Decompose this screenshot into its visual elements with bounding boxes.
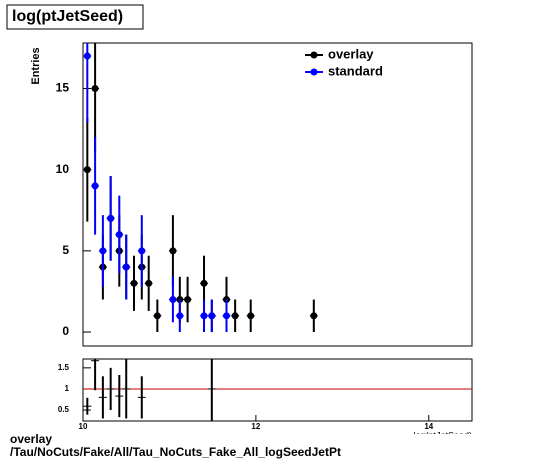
data-point bbox=[145, 279, 153, 287]
footer-text: /Tau/NoCuts/Fake/All/Tau_NoCuts_Fake_All… bbox=[10, 445, 341, 459]
legend-label: overlay bbox=[328, 46, 374, 61]
legend-marker bbox=[310, 68, 318, 76]
legend-marker bbox=[310, 51, 318, 59]
y-tick-label: 10 bbox=[56, 162, 70, 176]
plot-frame bbox=[82, 42, 473, 347]
x-tick-label: 10 bbox=[79, 422, 88, 431]
y-tick-label: 0 bbox=[62, 324, 69, 338]
data-point bbox=[107, 214, 115, 222]
data-point bbox=[138, 247, 146, 255]
y-axis-label: Entries bbox=[30, 47, 42, 84]
y-tick-label: 15 bbox=[56, 81, 70, 95]
plot-frame bbox=[82, 358, 473, 422]
data-point bbox=[222, 312, 230, 320]
x-axis-label: log(ptJetSeed) bbox=[413, 430, 472, 440]
data-point bbox=[231, 312, 239, 320]
data-point bbox=[310, 312, 318, 320]
y-tick-label: 5 bbox=[62, 243, 69, 257]
legend-label: standard bbox=[328, 63, 383, 78]
data-point bbox=[83, 52, 91, 60]
data-point bbox=[176, 312, 184, 320]
data-point bbox=[130, 279, 138, 287]
y-tick-label: 0.5 bbox=[58, 405, 70, 414]
data-point bbox=[208, 312, 216, 320]
y-tick-label: 1.5 bbox=[58, 363, 70, 372]
data-point bbox=[122, 263, 130, 271]
x-tick-label: 14 bbox=[424, 422, 433, 431]
y-tick-label: 1 bbox=[65, 384, 70, 393]
data-point bbox=[200, 312, 208, 320]
data-point bbox=[115, 231, 123, 239]
chart-title: log(ptJetSeed) bbox=[12, 8, 123, 25]
data-point bbox=[91, 84, 99, 92]
data-point bbox=[200, 279, 208, 287]
data-point bbox=[83, 166, 91, 174]
data-point bbox=[153, 312, 161, 320]
data-point bbox=[247, 312, 255, 320]
data-point bbox=[184, 296, 192, 304]
data-point bbox=[169, 296, 177, 304]
data-point bbox=[169, 247, 177, 255]
footer-text: overlay bbox=[10, 432, 52, 446]
x-tick-label: 12 bbox=[251, 422, 260, 431]
data-point bbox=[91, 182, 99, 190]
title-box bbox=[6, 4, 144, 30]
data-point bbox=[99, 247, 107, 255]
